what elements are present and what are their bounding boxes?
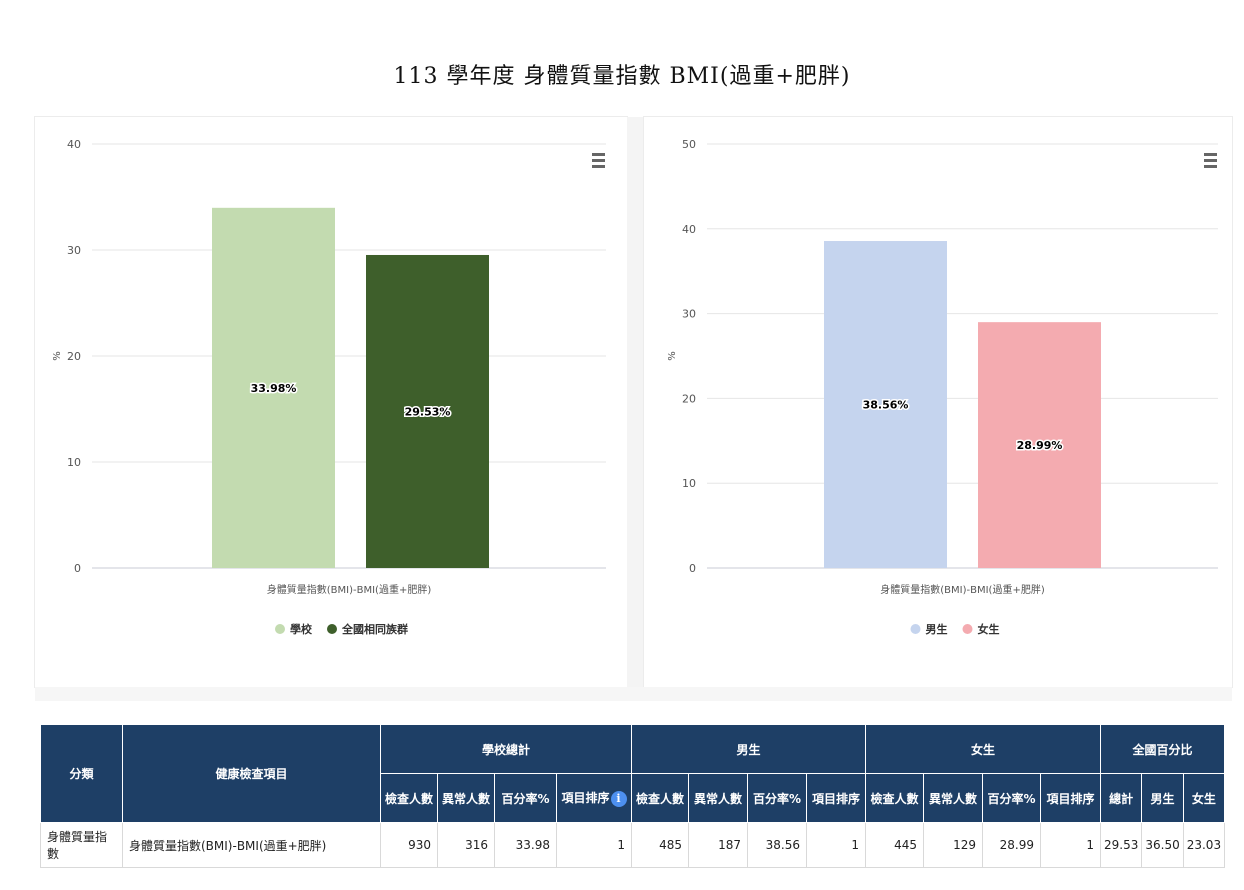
header-school-checked: 檢查人數 bbox=[380, 773, 438, 823]
header-national-male: 男生 bbox=[1141, 773, 1184, 823]
header-male-checked: 檢查人數 bbox=[631, 773, 689, 823]
legend-label: 全國相同族群 bbox=[341, 622, 408, 636]
cell-category: 身體質量指數 bbox=[40, 822, 123, 868]
header-female-checked: 檢查人數 bbox=[865, 773, 924, 823]
cell-female-percent: 28.99 bbox=[982, 822, 1041, 868]
legend-label: 女生 bbox=[978, 622, 1000, 636]
y-tick-label: 20 bbox=[67, 350, 81, 363]
y-axis-label: % bbox=[52, 351, 63, 361]
panel-gap bbox=[627, 117, 644, 687]
data-label: 28.99% bbox=[1017, 439, 1063, 452]
bar-chart-male-vs-female: 0 10 20 30 40 50% 38.56% 28.99% 身體質量指數(BMI)-BMI(… bbox=[667, 138, 1218, 636]
page-title: 113 學年度 身體質量指數 BMI(過重+肥胖) bbox=[393, 64, 851, 89]
cell-female-checked: 445 bbox=[865, 822, 924, 868]
panel-divider bbox=[35, 687, 1232, 701]
legend-marker bbox=[327, 624, 337, 634]
bar-chart-school-vs-national: 0 10 20 30 40% 33.98% 29.53% 身體質量指數(BMI)-BMI(過重… bbox=[52, 138, 606, 636]
legend-label: 學校 bbox=[290, 622, 313, 636]
y-tick-label: 30 bbox=[67, 244, 81, 257]
header-group-national: 全國百分比 bbox=[1099, 724, 1226, 774]
y-tick-label: 10 bbox=[682, 477, 696, 490]
bar-female bbox=[978, 322, 1101, 568]
header-group-female: 女生 bbox=[865, 724, 1101, 774]
chart-panel-school-vs-national: 0 10 20 30 40% 33.98% 29.53% 身體質量指數(BMI)-BMI(過重… bbox=[35, 117, 627, 687]
x-category-label: 身體質量指數(BMI)-BMI(過重+肥胖) bbox=[267, 583, 432, 596]
header-category: 分類 bbox=[40, 724, 123, 823]
header-female-abnormal: 異常人數 bbox=[923, 773, 983, 823]
data-label: 33.98% bbox=[251, 382, 297, 395]
cell-male-rank: 1 bbox=[806, 822, 866, 868]
cell-school-percent: 33.98 bbox=[494, 822, 557, 868]
y-axis-label: % bbox=[667, 351, 678, 361]
cell-national-total: 29.53 bbox=[1099, 822, 1143, 868]
y-tick-label: 40 bbox=[682, 223, 696, 236]
bar-school bbox=[212, 207, 335, 568]
table-row: 身體質量指數 身體質量指數(BMI)-BMI(過重+肥胖) 930 316 33… bbox=[40, 822, 1226, 868]
cell-male-abnormal: 187 bbox=[688, 822, 748, 868]
cell-school-abnormal: 316 bbox=[437, 822, 495, 868]
legend-marker bbox=[275, 624, 285, 634]
header-group-school: 學校總計 bbox=[380, 724, 632, 774]
header-national-total: 總計 bbox=[1099, 773, 1143, 823]
cell-national-female: 23.03 bbox=[1182, 822, 1226, 868]
y-tick-label: 50 bbox=[682, 138, 696, 151]
y-tick-label: 40 bbox=[67, 138, 81, 151]
y-tick-label: 0 bbox=[689, 562, 696, 575]
y-tick-label: 0 bbox=[74, 562, 81, 575]
header-group-male: 男生 bbox=[631, 724, 866, 774]
header-male-abnormal: 異常人數 bbox=[688, 773, 748, 823]
data-label: 29.53% bbox=[405, 405, 451, 418]
cell-female-rank: 1 bbox=[1040, 822, 1101, 868]
legend-marker bbox=[962, 624, 973, 634]
header-female-percent: 百分率% bbox=[982, 773, 1041, 823]
cell-national-male: 36.50 bbox=[1141, 822, 1184, 868]
header-school-abnormal: 異常人數 bbox=[437, 773, 495, 823]
health-data-table: 分類 健康檢查項目 學校總計 男生 女生 全國百分比 檢查人數 異常人數 百分率… bbox=[40, 724, 1226, 868]
data-label: 38.56% bbox=[863, 399, 909, 412]
chart-panel-male-vs-female: 0 10 20 30 40 50% 38.56% 28.99% 身體質量指數(BMI)-BMI(… bbox=[644, 117, 1232, 687]
cell-school-rank: 1 bbox=[556, 822, 632, 868]
cell-item: 身體質量指數(BMI)-BMI(過重+肥胖) bbox=[122, 822, 381, 868]
x-category-label: 身體質量指數(BMI)-BMI(過重+肥胖) bbox=[880, 583, 1045, 596]
cell-female-abnormal: 129 bbox=[923, 822, 983, 868]
header-school-rank-label: 項目排序 bbox=[561, 791, 610, 806]
cell-male-percent: 38.56 bbox=[747, 822, 807, 868]
bar-male bbox=[824, 241, 947, 568]
header-item: 健康檢查項目 bbox=[122, 724, 381, 823]
header-female-rank: 項目排序 bbox=[1040, 773, 1101, 823]
y-tick-label: 30 bbox=[682, 308, 696, 321]
chart-menu-icon[interactable] bbox=[1204, 153, 1217, 168]
legend-marker bbox=[910, 624, 921, 634]
header-school-rank: 項目排序 i bbox=[556, 773, 632, 823]
bar-national bbox=[366, 254, 489, 568]
cell-male-checked: 485 bbox=[631, 822, 689, 868]
header-school-percent: 百分率% bbox=[494, 773, 557, 823]
y-tick-label: 20 bbox=[682, 392, 696, 405]
y-tick-label: 10 bbox=[67, 456, 81, 469]
header-male-rank: 項目排序 bbox=[806, 773, 866, 823]
info-icon[interactable]: i bbox=[610, 790, 627, 807]
legend-label: 男生 bbox=[926, 622, 948, 636]
header-male-percent: 百分率% bbox=[747, 773, 807, 823]
chart-menu-icon[interactable] bbox=[592, 153, 605, 168]
cell-school-checked: 930 bbox=[380, 822, 438, 868]
header-national-female: 女生 bbox=[1182, 773, 1226, 823]
